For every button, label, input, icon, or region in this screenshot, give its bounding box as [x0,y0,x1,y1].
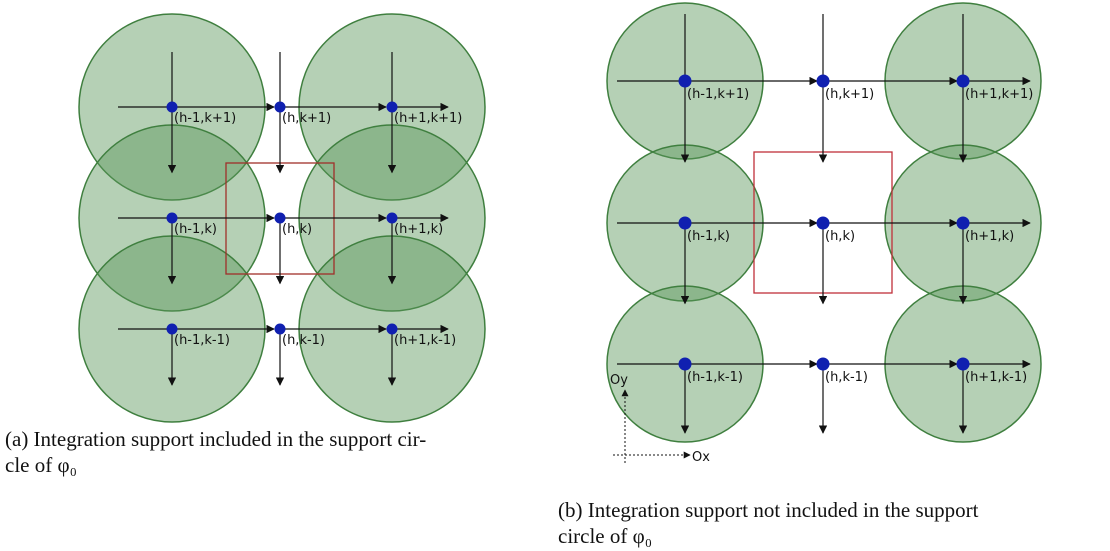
node [678,216,692,230]
node-label: (h,k+1) [825,87,874,102]
node [816,74,830,88]
node [274,101,286,113]
node-label: (h+1,k+1) [965,87,1033,102]
node [678,74,692,88]
caption-line: circle of φ₀ [558,524,652,548]
node [386,212,398,224]
node-label: (h,k+1) [282,111,331,126]
node [386,323,398,335]
node-label: (h+1,k-1) [394,333,456,348]
node [166,212,178,224]
node [166,101,178,113]
node-label: (h-1,k) [174,222,217,237]
node-label: (h-1,k-1) [174,333,230,348]
node [816,216,830,230]
caption-line: (a) Integration support included in the … [5,427,426,451]
node-label: (h+1,k) [965,229,1014,244]
node-label: (h-1,k-1) [687,370,743,385]
node [274,212,286,224]
node [816,357,830,371]
node [956,357,970,371]
node-label: (h-1,k) [687,229,730,244]
node-label: (h,k-1) [282,333,325,348]
node [386,101,398,113]
node [274,323,286,335]
node [166,323,178,335]
node-label: (h+1,k-1) [965,370,1027,385]
node-label: (h,k) [825,229,855,244]
node-label: (h+1,k+1) [394,111,462,126]
node [956,216,970,230]
axis-label: Ox [692,450,710,465]
node [678,357,692,371]
node-label: (h-1,k+1) [174,111,236,126]
caption-line: (b) Integration support not included in … [558,498,979,522]
node-label: (h+1,k) [394,222,443,237]
node-label: (h-1,k+1) [687,87,749,102]
node [956,74,970,88]
axis-label: Oy [610,373,628,388]
node-label: (h,k-1) [825,370,868,385]
node-label: (h,k) [282,222,312,237]
caption-line: cle of φ₀ [5,453,77,477]
